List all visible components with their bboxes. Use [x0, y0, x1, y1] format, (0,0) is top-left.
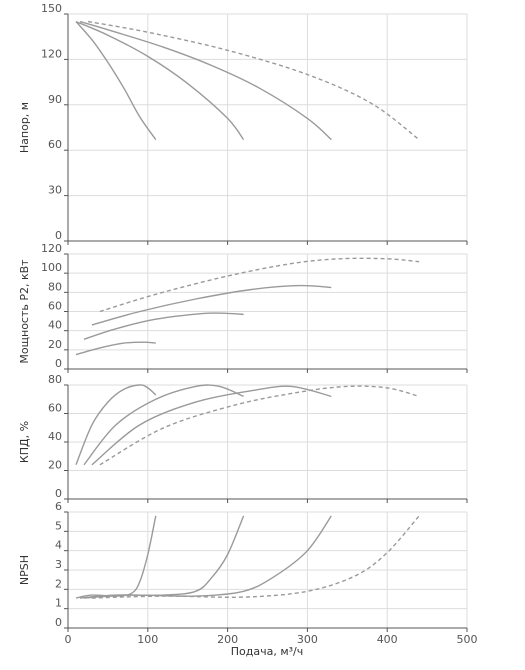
- npsh-panel: 0 1 2 3 4 5 6 NPSH: [18, 500, 468, 632]
- npsh-ytick-label: 4: [55, 539, 62, 552]
- head-ytick-label: 60: [48, 138, 62, 151]
- head-series-4-line: [87, 20, 420, 141]
- x-tick-label: 200: [217, 633, 238, 646]
- x-tick-label: 400: [377, 633, 398, 646]
- npsh-ytick-label: 0: [55, 616, 62, 629]
- head-y-axis-label: Напор, м: [18, 102, 31, 153]
- efficiency-y-axis-label: КПД, %: [18, 421, 31, 463]
- power-panel: 0 20 40 60 80 100 120 Мощность P2, кВт: [18, 242, 468, 373]
- power-ytick-label: 100: [41, 261, 62, 274]
- head-series-3-line: [79, 20, 332, 141]
- x-tick-label: 100: [137, 633, 158, 646]
- power-ytick-label: 120: [41, 242, 62, 255]
- power-y-axis-label: Мощность P2, кВт: [18, 259, 31, 364]
- efficiency-series-3-line: [91, 385, 332, 466]
- npsh-ytick-label: 2: [55, 577, 62, 590]
- power-ytick-label: 80: [48, 280, 62, 293]
- power-ytick-label: 60: [48, 300, 62, 313]
- x-tick-label: 0: [65, 633, 72, 646]
- efficiency-series-2-line: [83, 384, 244, 466]
- x-axis-label: Подача, м³/ч: [231, 645, 304, 658]
- head-series-1-line: [75, 21, 157, 141]
- x-tick-label: 500: [457, 633, 478, 646]
- efficiency-panel: 0 20 40 60 80 КПД, %: [18, 373, 468, 503]
- head-ytick-label: 150: [41, 2, 62, 15]
- npsh-y-axis-label: NPSH: [18, 555, 31, 585]
- power-ytick-label: 0: [55, 357, 62, 370]
- npsh-series-1-line: [75, 515, 157, 599]
- efficiency-ytick-label: 20: [48, 459, 62, 472]
- head-panel: 0 30 60 90 120 150 Напор, м: [18, 2, 468, 245]
- power-series-1-line: [75, 341, 156, 356]
- head-ytick-label: 30: [48, 184, 62, 197]
- power-series-2-line: [83, 312, 244, 340]
- efficiency-series-1-line: [75, 384, 157, 466]
- efficiency-ytick-label: 40: [48, 430, 62, 443]
- npsh-ytick-label: 6: [55, 500, 62, 513]
- head-ytick-label: 0: [55, 229, 62, 242]
- x-tick-label: 300: [297, 633, 318, 646]
- power-ytick-label: 20: [48, 338, 62, 351]
- head-ytick-label: 120: [41, 47, 62, 60]
- npsh-ytick-label: 1: [55, 597, 62, 610]
- head-series-2-line: [75, 20, 245, 141]
- efficiency-ytick-label: 60: [48, 402, 62, 415]
- efficiency-ytick-label: 0: [55, 487, 62, 500]
- power-ytick-label: 40: [48, 319, 62, 332]
- efficiency-series-4-line: [99, 385, 420, 466]
- efficiency-ytick-label: 80: [48, 373, 62, 386]
- power-series-3-line: [91, 284, 332, 326]
- power-series-4-line: [99, 257, 420, 313]
- npsh-series-4-line: [91, 515, 420, 599]
- head-ytick-label: 90: [48, 93, 62, 106]
- npsh-ytick-label: 5: [55, 519, 62, 532]
- npsh-series-2-line: [79, 515, 245, 599]
- npsh-series-3-line: [83, 515, 332, 599]
- npsh-ytick-label: 3: [55, 558, 62, 571]
